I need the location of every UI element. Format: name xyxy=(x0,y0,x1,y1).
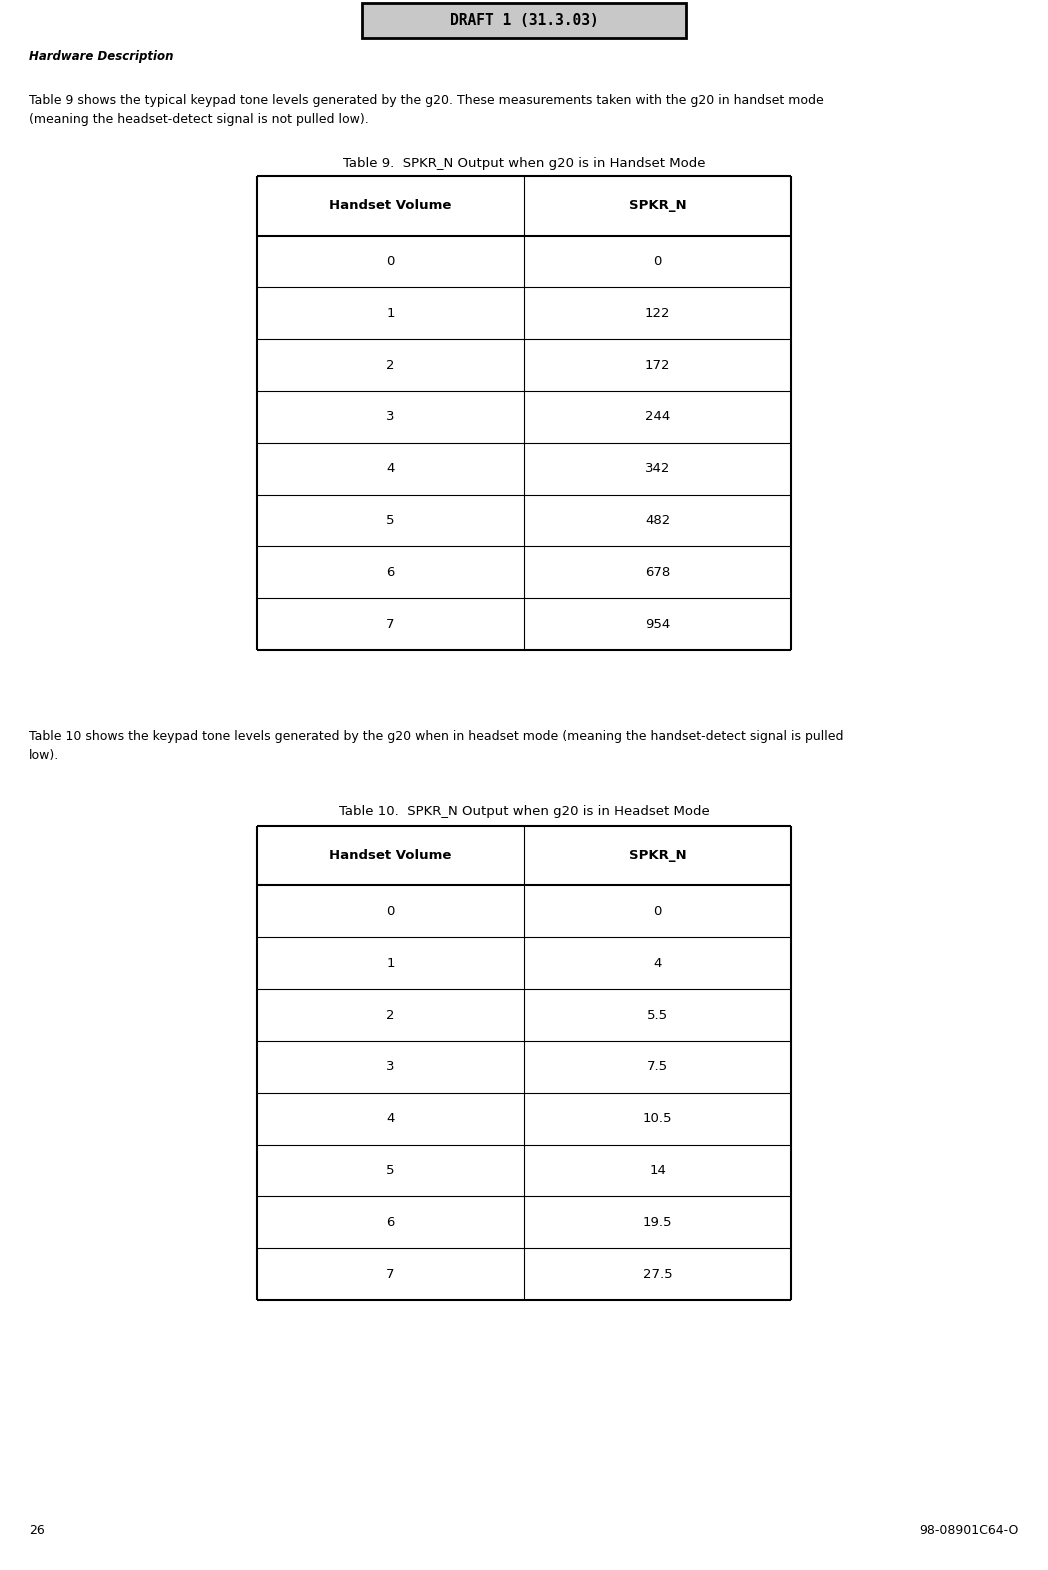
Text: 27.5: 27.5 xyxy=(642,1267,673,1281)
Text: 98-08901C64-O: 98-08901C64-O xyxy=(919,1524,1019,1537)
Text: SPKR_N: SPKR_N xyxy=(629,849,686,862)
Text: 6: 6 xyxy=(387,565,394,579)
Text: Table 9 shows the typical keypad tone levels generated by the g20. These measure: Table 9 shows the typical keypad tone le… xyxy=(29,94,824,126)
Text: 4: 4 xyxy=(387,462,394,476)
Text: Table 9.  SPKR_N Output when g20 is in Handset Mode: Table 9. SPKR_N Output when g20 is in Ha… xyxy=(343,157,705,170)
Text: 26: 26 xyxy=(29,1524,45,1537)
Text: 954: 954 xyxy=(645,617,671,631)
Text: 1: 1 xyxy=(386,306,395,320)
Text: 3: 3 xyxy=(386,1060,395,1074)
Text: DRAFT 1 (31.3.03): DRAFT 1 (31.3.03) xyxy=(450,13,598,28)
Text: 7: 7 xyxy=(386,617,395,631)
Text: 122: 122 xyxy=(645,306,671,320)
Text: 6: 6 xyxy=(387,1215,394,1229)
Text: 2: 2 xyxy=(386,358,395,372)
FancyBboxPatch shape xyxy=(362,3,686,38)
Text: 678: 678 xyxy=(645,565,671,579)
Text: Table 10.  SPKR_N Output when g20 is in Headset Mode: Table 10. SPKR_N Output when g20 is in H… xyxy=(339,805,709,818)
Text: 0: 0 xyxy=(387,254,394,268)
Text: 7.5: 7.5 xyxy=(647,1060,669,1074)
Text: 5: 5 xyxy=(386,1163,395,1178)
Text: 7: 7 xyxy=(386,1267,395,1281)
Text: 3: 3 xyxy=(386,410,395,424)
Text: 1: 1 xyxy=(386,956,395,970)
Text: 14: 14 xyxy=(649,1163,667,1178)
Text: 172: 172 xyxy=(645,358,671,372)
Text: 342: 342 xyxy=(645,462,671,476)
Text: 0: 0 xyxy=(387,904,394,918)
Text: 5: 5 xyxy=(386,513,395,528)
Text: 2: 2 xyxy=(386,1008,395,1022)
Text: SPKR_N: SPKR_N xyxy=(629,199,686,212)
Text: 0: 0 xyxy=(654,254,661,268)
Text: 4: 4 xyxy=(654,956,661,970)
Text: 482: 482 xyxy=(645,513,671,528)
Text: 19.5: 19.5 xyxy=(642,1215,673,1229)
Text: Handset Volume: Handset Volume xyxy=(329,199,452,212)
Text: 4: 4 xyxy=(387,1112,394,1126)
Text: Handset Volume: Handset Volume xyxy=(329,849,452,862)
Text: 10.5: 10.5 xyxy=(642,1112,673,1126)
Text: Table 10 shows the keypad tone levels generated by the g20 when in headset mode : Table 10 shows the keypad tone levels ge… xyxy=(29,730,844,761)
Text: 5.5: 5.5 xyxy=(647,1008,669,1022)
Text: Hardware Description: Hardware Description xyxy=(29,50,174,63)
Text: 0: 0 xyxy=(654,904,661,918)
Text: 244: 244 xyxy=(645,410,671,424)
